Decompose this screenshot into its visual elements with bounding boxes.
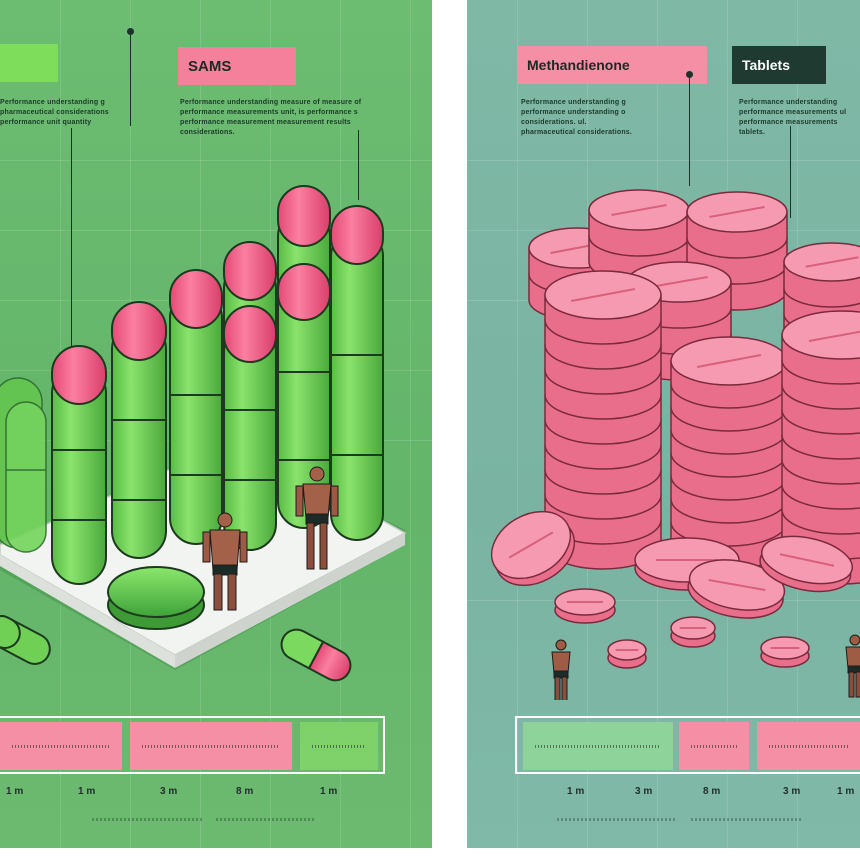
axis-label: 1 m	[567, 786, 585, 797]
legend-swatch	[300, 722, 378, 770]
description-text: Performance understanding performance me…	[739, 99, 847, 136]
pointer-line	[689, 76, 690, 186]
pointer-dot	[686, 71, 693, 78]
loose-tablet	[670, 616, 716, 648]
bodybuilder-figure	[202, 512, 248, 611]
green-label-box	[0, 44, 58, 82]
bodybuilder-figure	[845, 634, 860, 698]
legend-swatch	[0, 722, 122, 770]
sarms-label: SAMS	[178, 47, 296, 85]
pointer-line	[790, 126, 791, 218]
legend-bar	[515, 716, 860, 774]
axis-label: 3 m	[160, 786, 178, 797]
tablet-stack-illustration	[490, 189, 860, 700]
loose-capsule	[0, 615, 51, 665]
tablets-label: Tablets	[732, 46, 826, 84]
methandienone-label: Methandienone	[517, 46, 707, 84]
axis-label: 3 m	[783, 786, 801, 797]
loose-tablet	[687, 559, 786, 619]
legend-swatch	[679, 722, 749, 770]
pointer-line	[130, 30, 131, 126]
capsule-stack-illustration	[0, 185, 407, 682]
bodybuilder-figure	[295, 466, 339, 570]
legend-swatch	[523, 722, 673, 770]
footer-text	[691, 818, 801, 821]
pointer-line	[358, 130, 359, 200]
description-text: Performance understanding g pharmaceutic…	[0, 99, 109, 126]
tablet-stack	[544, 270, 662, 570]
capsule-column	[330, 205, 384, 541]
description-text: Performance understanding g performance …	[521, 99, 633, 136]
loose-tablet	[554, 588, 616, 624]
capsule-column	[111, 301, 167, 559]
loose-tablet	[490, 510, 576, 587]
axis-label: 8 m	[236, 786, 254, 797]
bodybuilder-figure	[551, 639, 571, 700]
loose-tablet	[607, 639, 647, 669]
footer-text	[557, 818, 677, 821]
footer-text	[92, 818, 202, 821]
legend-swatch	[130, 722, 292, 770]
tablet-stack	[670, 336, 788, 570]
loose-tablet	[759, 535, 853, 593]
capsule-column	[223, 305, 277, 551]
methandienone-panel: Methandienone Tablets Performance unders…	[467, 0, 860, 848]
capsule-column	[0, 377, 47, 553]
capsule-column	[51, 345, 107, 585]
axis-label: 1 m	[6, 786, 24, 797]
sarms-panel: SAMS Performance understanding g pharmac…	[0, 0, 432, 848]
loose-tablet	[760, 636, 810, 668]
capsule-column	[169, 269, 223, 545]
footer-text	[216, 818, 316, 821]
description-text: Performance understanding measure of mea…	[180, 99, 362, 136]
axis-label: 1 m	[320, 786, 338, 797]
pointer-dot	[127, 28, 134, 35]
legend-bar	[0, 716, 385, 774]
legend-swatch	[757, 722, 860, 770]
loose-capsule	[280, 628, 352, 682]
axis-label: 8 m	[703, 786, 721, 797]
axis-label: 1 m	[837, 786, 855, 797]
pointer-line	[71, 128, 72, 356]
green-tablet	[107, 566, 205, 630]
axis-label: 3 m	[635, 786, 653, 797]
axis-label: 1 m	[78, 786, 96, 797]
